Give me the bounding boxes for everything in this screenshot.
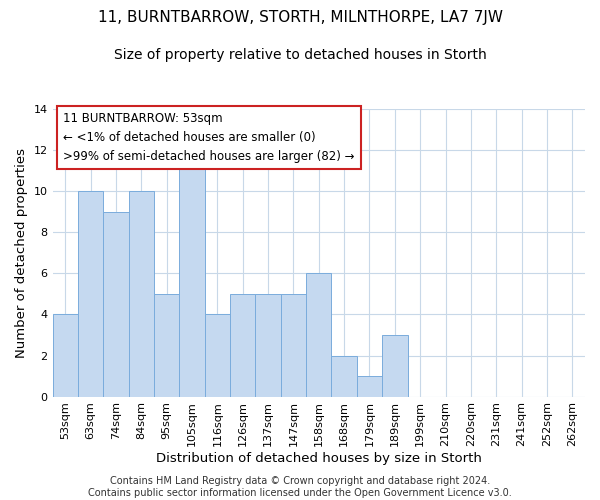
- Text: 11 BURNTBARROW: 53sqm
← <1% of detached houses are smaller (0)
>99% of semi-deta: 11 BURNTBARROW: 53sqm ← <1% of detached …: [63, 112, 355, 163]
- Bar: [256, 294, 281, 396]
- Bar: [382, 335, 407, 396]
- Bar: [128, 191, 154, 396]
- Text: Size of property relative to detached houses in Storth: Size of property relative to detached ho…: [113, 48, 487, 62]
- X-axis label: Distribution of detached houses by size in Storth: Distribution of detached houses by size …: [156, 452, 482, 465]
- Bar: [103, 212, 128, 396]
- Bar: [306, 274, 331, 396]
- Bar: [53, 314, 78, 396]
- Bar: [78, 191, 103, 396]
- Bar: [331, 356, 357, 397]
- Text: 11, BURNTBARROW, STORTH, MILNTHORPE, LA7 7JW: 11, BURNTBARROW, STORTH, MILNTHORPE, LA7…: [97, 10, 503, 25]
- Bar: [357, 376, 382, 396]
- Bar: [281, 294, 306, 396]
- Text: Contains HM Land Registry data © Crown copyright and database right 2024.
Contai: Contains HM Land Registry data © Crown c…: [88, 476, 512, 498]
- Bar: [154, 294, 179, 396]
- Bar: [179, 150, 205, 396]
- Bar: [205, 314, 230, 396]
- Bar: [230, 294, 256, 396]
- Y-axis label: Number of detached properties: Number of detached properties: [15, 148, 28, 358]
